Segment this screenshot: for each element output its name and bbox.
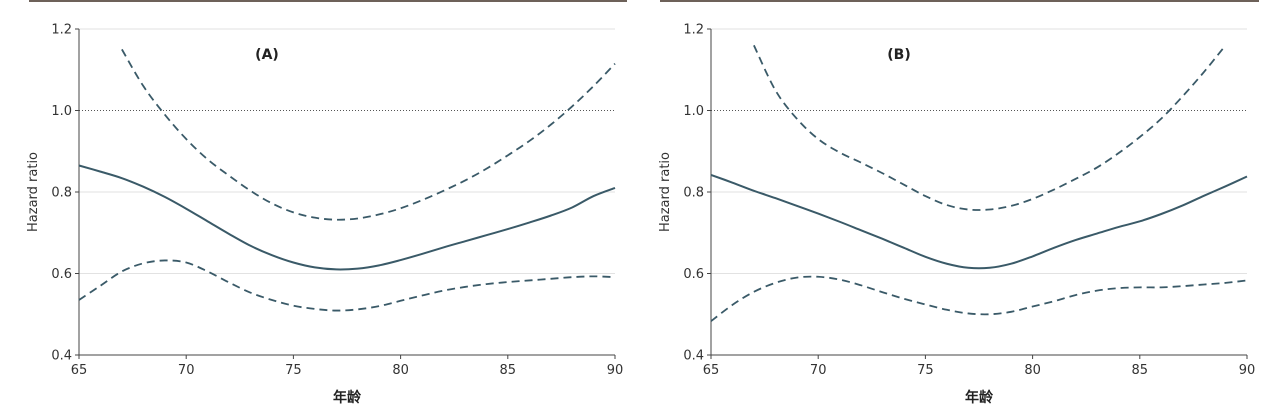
upper-ci-line xyxy=(121,48,616,221)
x-tick-label: 85 xyxy=(500,363,517,378)
x-tick-label: 70 xyxy=(810,363,827,378)
panel-a: 0.4 0.6 0.8 1.0 1.2 65 70 75 80 85 90 年龄 Hazard rati… xyxy=(26,0,627,406)
x-tick-label: 80 xyxy=(392,363,409,378)
upper-ci-line xyxy=(753,44,1227,211)
panel-label: (A) xyxy=(255,47,279,63)
y-tick-label: 0.8 xyxy=(683,186,704,201)
x-tick-label: 75 xyxy=(285,363,302,378)
y-tick-label: 0.8 xyxy=(51,186,72,201)
y-tick-label: 0.4 xyxy=(51,349,72,364)
y-tick-label: 1.0 xyxy=(683,104,704,119)
y-axis-label: Hazard ratio xyxy=(26,152,41,232)
y-tick-label: 0.6 xyxy=(51,267,72,282)
x-tick-label: 90 xyxy=(1239,363,1256,378)
x-tick-label: 65 xyxy=(71,363,88,378)
y-axis-label: Hazard ratio xyxy=(658,152,673,232)
x-tick-label: 90 xyxy=(607,363,624,378)
y-tick-label: 1.0 xyxy=(51,104,72,119)
y-tick-label: 0.6 xyxy=(683,267,704,282)
lower-ci-line xyxy=(78,259,616,312)
panel-top-rule xyxy=(29,0,627,2)
y-tick-label: 0.4 xyxy=(683,349,704,364)
x-axis-label: 年龄 xyxy=(333,389,362,406)
lower-ci-line xyxy=(710,275,1248,322)
y-tick-label: 1.2 xyxy=(683,23,704,38)
x-tick-label: 75 xyxy=(917,363,934,378)
hazard-ratio-line xyxy=(78,164,616,271)
panel-label: (B) xyxy=(887,47,910,63)
hazard-ratio-line xyxy=(710,173,1248,270)
x-tick-label: 85 xyxy=(1132,363,1149,378)
x-axis-label: 年龄 xyxy=(965,389,994,406)
panel-top-rule xyxy=(660,0,1259,2)
x-tick-label: 70 xyxy=(178,363,195,378)
y-tick-label: 1.2 xyxy=(51,23,72,38)
panel-b: 0.4 0.6 0.8 1.0 1.2 65 70 75 80 85 90 年龄 Hazard rati… xyxy=(658,0,1259,406)
x-tick-label: 80 xyxy=(1024,363,1041,378)
x-tick-label: 65 xyxy=(703,363,720,378)
